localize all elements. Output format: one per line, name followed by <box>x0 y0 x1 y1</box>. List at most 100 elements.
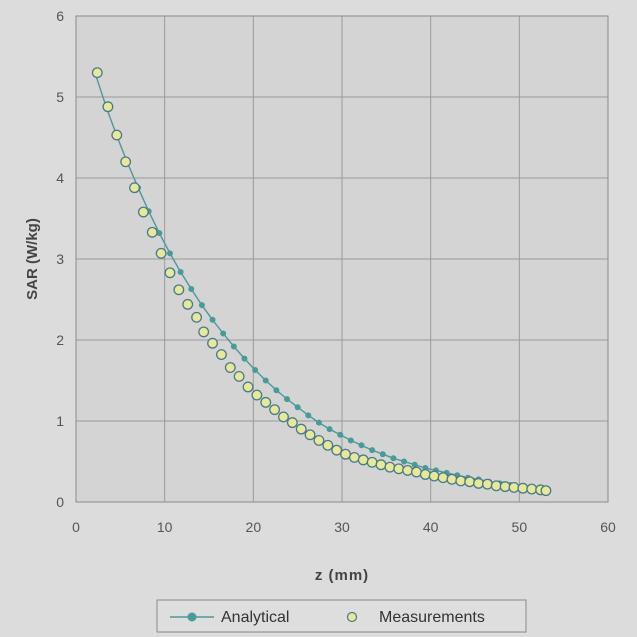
measurement-point <box>102 101 114 113</box>
analytical-point <box>379 451 386 458</box>
measurement-point <box>526 483 538 495</box>
x-tick-label: 20 <box>246 519 262 535</box>
x-tick-labels: 0 10 20 30 40 50 60 <box>72 519 616 535</box>
analytical-point <box>369 447 376 454</box>
measurement-point <box>111 129 123 141</box>
analytical-point <box>305 412 312 419</box>
analytical-point <box>337 431 344 438</box>
measurement-point <box>182 298 194 310</box>
legend-analytical-marker <box>187 612 197 622</box>
measurement-point <box>340 448 351 460</box>
measurement-point <box>251 389 263 401</box>
measurement-point <box>411 466 422 478</box>
analytical-point <box>262 377 269 384</box>
measurement-point <box>260 396 272 408</box>
y-tick-label: 6 <box>56 8 64 24</box>
analytical-point <box>220 330 227 337</box>
measurement-point <box>129 182 140 194</box>
y-tick-label: 2 <box>56 332 64 348</box>
analytical-point <box>347 437 354 444</box>
y-tick-label: 0 <box>56 494 64 510</box>
analytical-point <box>411 461 418 468</box>
measurement-point <box>278 411 289 423</box>
measurement-point <box>137 206 149 218</box>
legend-measurements-label: Measurements <box>379 609 485 626</box>
legend-box <box>156 599 527 633</box>
analytical-point <box>401 458 408 465</box>
analytical-point <box>198 302 205 309</box>
analytical-point <box>273 387 280 394</box>
measurement-point <box>155 247 167 259</box>
measurement-point <box>375 459 387 471</box>
measurement-point <box>473 477 484 489</box>
y-tick-label: 5 <box>56 89 64 105</box>
plot-border <box>75 15 609 503</box>
analytical-point <box>188 285 195 292</box>
measurement-point <box>198 326 210 338</box>
measurement-point <box>91 67 103 79</box>
analytical-point <box>294 404 301 411</box>
measurement-point <box>164 267 176 279</box>
measurement-point <box>357 454 369 466</box>
measurement-point <box>540 485 552 497</box>
measurement-point <box>464 476 476 488</box>
measurement-point <box>269 404 281 416</box>
measurement-point <box>508 481 520 493</box>
measurement-point <box>215 349 227 361</box>
measurement-point <box>224 362 236 373</box>
measurement-point <box>402 464 414 476</box>
measurement-point <box>207 337 218 349</box>
series-layer <box>91 67 552 497</box>
analytical-point <box>209 316 216 323</box>
measurement-point <box>120 156 132 168</box>
analytical-point <box>241 355 248 362</box>
y-tick-label: 1 <box>56 413 64 429</box>
y-tick-labels: 0 1 2 3 4 5 6 <box>56 8 64 510</box>
analytical-point <box>315 419 322 426</box>
x-axis-title: z (mm) <box>315 567 369 584</box>
measurement-point <box>437 472 449 484</box>
analytical-point <box>252 366 259 373</box>
measurement-point <box>242 381 254 393</box>
measurement-point <box>233 371 245 382</box>
analytical-point <box>284 396 291 403</box>
measurement-point <box>322 439 334 451</box>
gridlines <box>76 16 608 502</box>
analytical-point <box>390 455 397 462</box>
measurement-point <box>384 461 396 473</box>
measurement-point <box>295 423 307 435</box>
measurement-point <box>446 473 458 485</box>
measurement-point <box>366 456 378 468</box>
legend-analytical-label: Analytical <box>221 609 289 626</box>
measurement-point <box>173 284 185 296</box>
x-tick-label: 10 <box>157 519 173 535</box>
measurement-point <box>481 478 493 490</box>
x-tick-label: 0 <box>72 519 80 535</box>
measurement-point <box>419 469 431 480</box>
x-tick-label: 30 <box>334 519 350 535</box>
measurement-point <box>393 463 405 475</box>
measurement-point <box>331 444 343 456</box>
y-axis-title: SAR (W/kg) <box>24 218 41 300</box>
analytical-point <box>326 426 333 433</box>
measurement-point <box>490 480 502 492</box>
y-tick-label: 3 <box>56 251 64 267</box>
analytical-point <box>230 343 237 350</box>
measurement-point <box>428 470 440 482</box>
legend-measurements-marker <box>346 611 358 623</box>
legend: Analytical Measurements <box>156 599 527 633</box>
y-tick-label: 4 <box>56 170 64 186</box>
measurement-point <box>304 429 316 441</box>
analytical-point <box>177 268 184 275</box>
measurement-point <box>313 434 325 446</box>
measurement-point <box>517 482 529 494</box>
measurement-point <box>286 417 298 429</box>
measurement-point <box>191 311 203 323</box>
x-tick-label: 40 <box>423 519 439 535</box>
x-tick-label: 50 <box>512 519 528 535</box>
analytical-point <box>166 250 173 257</box>
measurement-point <box>499 481 511 493</box>
measurement-point <box>146 226 158 238</box>
analytical-point <box>358 442 365 449</box>
